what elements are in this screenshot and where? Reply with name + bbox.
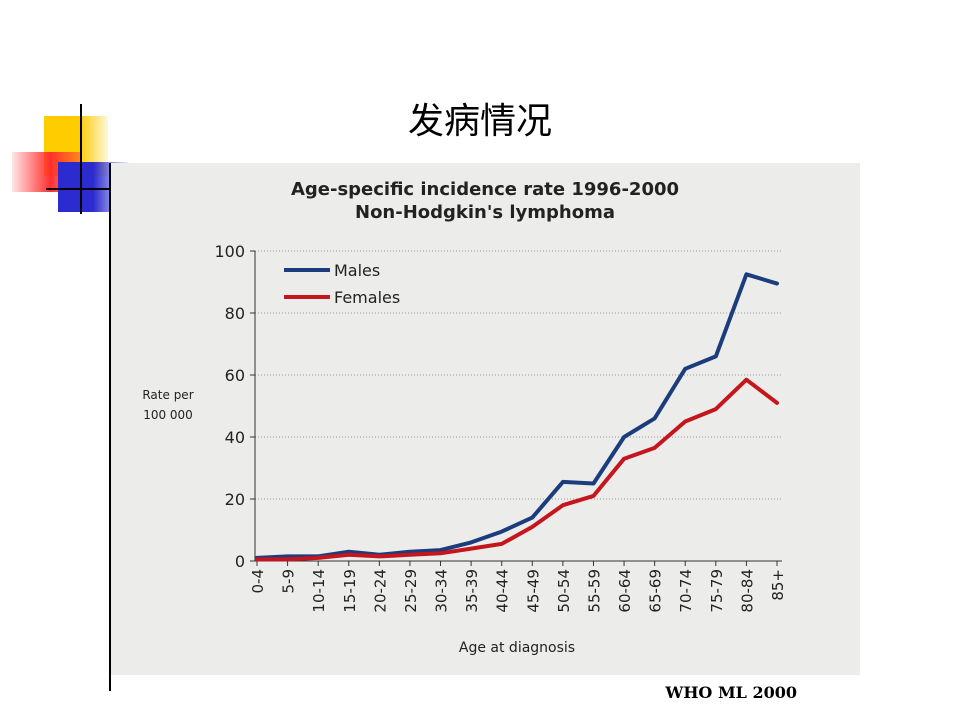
x-tick-label: 40-44: [494, 569, 512, 613]
decor-horizontal-line: [46, 188, 112, 190]
y-axis-label-line2: 100 000: [143, 408, 193, 422]
x-tick-label: 75-79: [708, 569, 726, 613]
decor-vertical-line: [80, 104, 82, 214]
x-tick-label: 10-14: [310, 569, 328, 613]
source-label: WHO ML 2000: [665, 683, 797, 702]
x-tick-label: 25-29: [402, 569, 420, 613]
legend-label-males: Males: [334, 261, 380, 280]
x-tick-label: 0-4: [249, 569, 267, 594]
chart-title: Age-specific incidence rate 1996-2000: [291, 179, 679, 200]
series-lines: [255, 272, 779, 562]
x-tick-label: 85+: [769, 569, 787, 601]
incidence-chart: Age-specific incidence rate 1996-2000 No…: [142, 179, 787, 656]
series-line-males: [255, 272, 779, 560]
axes: 0 20 40 60 80 100 0-4 5-9 10-14 15-19 20-24 25-29 30…: [214, 242, 787, 613]
y-tick-label: 80: [225, 304, 245, 323]
y-tick-label: 0: [235, 552, 245, 571]
x-tick-label: 50-54: [555, 569, 573, 613]
x-tick-label: 30-34: [433, 569, 451, 613]
y-axis-label-line1: Rate per: [142, 388, 193, 402]
x-axis-label: Age at diagnosis: [459, 640, 575, 656]
x-tick-label: 15-19: [341, 569, 359, 613]
chart-subtitle: Non-Hodgkin's lymphoma: [355, 202, 615, 223]
x-tick-label: 55-59: [585, 569, 603, 613]
x-tick-label: 20-24: [371, 569, 389, 613]
x-tick-label: 65-69: [647, 569, 665, 613]
legend: Males Females: [284, 261, 400, 307]
x-tick-label: 60-64: [616, 569, 634, 613]
grid-lines: [255, 250, 782, 500]
y-tick-label: 100: [214, 242, 245, 261]
legend-label-females: Females: [334, 288, 400, 307]
panel-left-border: [109, 163, 111, 691]
chart-panel: [110, 163, 860, 675]
y-tick-label: 60: [225, 366, 245, 385]
x-tick-label: 5-9: [280, 569, 298, 594]
series-line-females: [255, 377, 779, 562]
x-tick-label: 70-74: [677, 569, 695, 613]
y-tick-label: 20: [225, 490, 245, 509]
y-tick-label: 40: [225, 428, 245, 447]
x-tick-label: 35-39: [463, 569, 481, 613]
x-tick-label: 80-84: [738, 569, 756, 613]
x-tick-label: 45-49: [524, 569, 542, 613]
slide-title: 发病情况: [407, 101, 552, 142]
